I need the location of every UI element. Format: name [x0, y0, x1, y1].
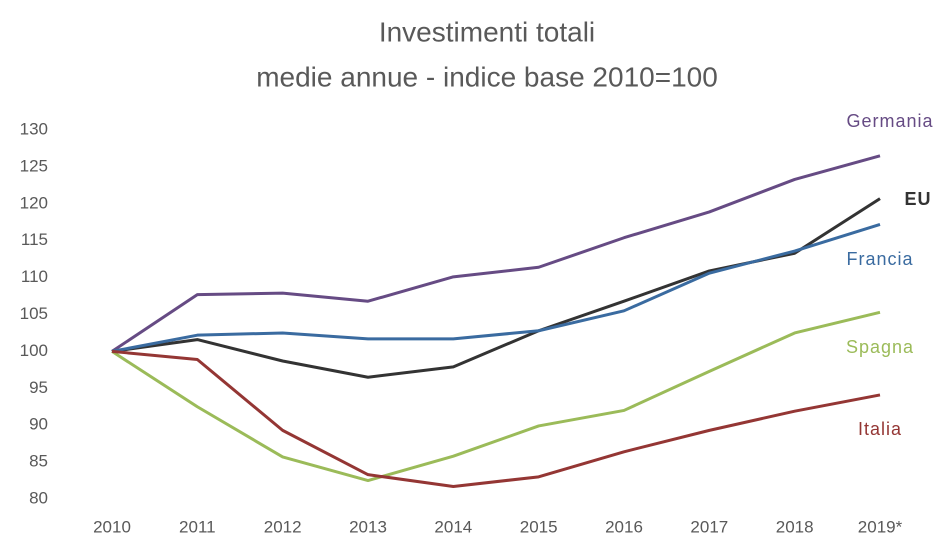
series-label: Francia [846, 249, 913, 269]
y-tick-label: 130 [20, 119, 48, 138]
line-series [111, 223, 881, 353]
y-tick-label: 90 [29, 415, 48, 434]
x-tick-label: 2012 [264, 517, 302, 536]
line-series [111, 154, 881, 353]
x-tick-label: 2015 [520, 517, 558, 536]
line-series [111, 197, 881, 379]
x-tick-label: 2014 [434, 517, 472, 536]
y-tick-label: 120 [20, 193, 48, 212]
y-tick-label: 105 [20, 304, 48, 323]
chart-subtitle: medie annue - indice base 2010=100 [256, 61, 718, 92]
x-tick-label: 2017 [690, 517, 728, 536]
chart-title: Investimenti totali [379, 16, 595, 47]
y-tick-label: 80 [29, 488, 48, 507]
series-label: EU [904, 189, 931, 209]
series-label: Germania [846, 111, 933, 131]
line-series [111, 310, 881, 483]
x-tick-label: 2019* [858, 517, 903, 536]
y-tick-label: 95 [29, 378, 48, 397]
x-tick-label: 2011 [179, 517, 216, 536]
x-tick-label: 2010 [93, 517, 131, 536]
y-tick-label: 85 [29, 452, 48, 471]
y-tick-label: 100 [20, 341, 48, 360]
y-tick-label: 115 [21, 230, 48, 249]
series-label: Italia [858, 419, 902, 439]
x-tick-label: 2018 [776, 517, 814, 536]
x-tick-label: 2013 [349, 517, 387, 536]
y-tick-label: 125 [20, 156, 48, 175]
y-tick-label: 110 [21, 267, 48, 286]
line-series [111, 349, 881, 488]
series-label: Spagna [846, 337, 914, 357]
x-tick-label: 2016 [605, 517, 643, 536]
